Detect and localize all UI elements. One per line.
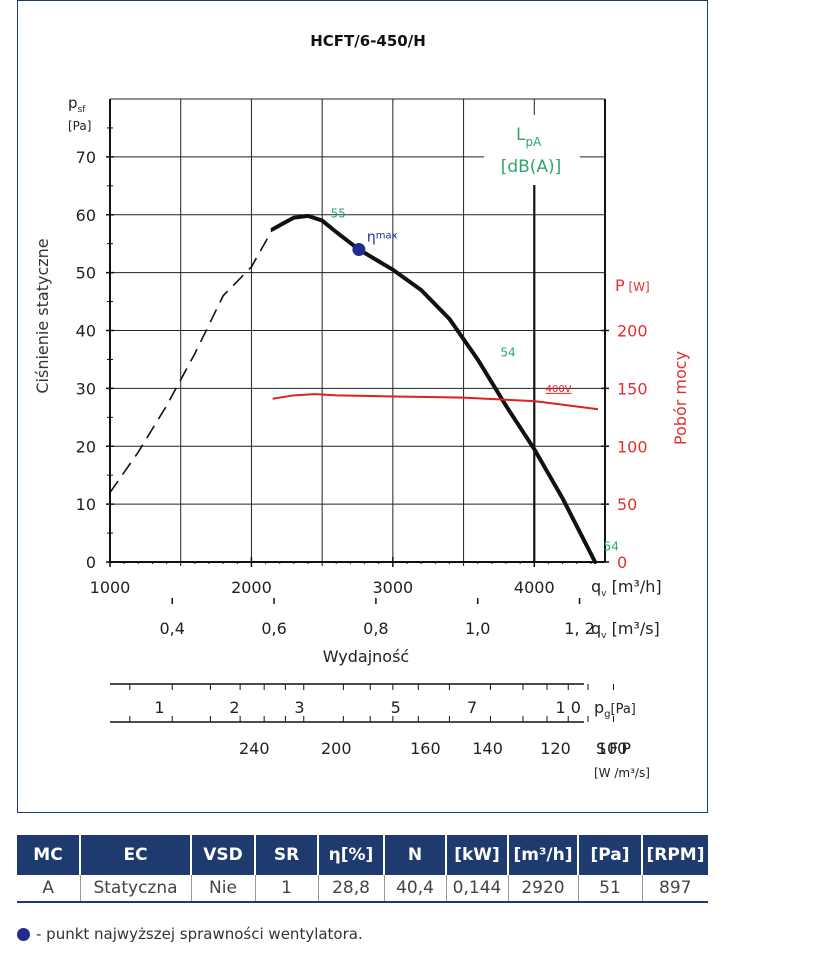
sfp-tick-label: 240 [239, 739, 270, 758]
sfp-label: SFP [596, 739, 634, 758]
max-efficiency-dot-icon [17, 927, 30, 941]
col-header-n: N [384, 835, 447, 875]
noise-level-label: 54 [604, 539, 619, 553]
max-efficiency-label: ηmax [367, 229, 398, 245]
pg-tick-label: 5 [391, 698, 401, 717]
table-header-row: MC EC VSD SR η[%] N [kW] [m³/h] [Pa] [RP… [17, 835, 708, 875]
cell-kw: 0,144 [446, 875, 509, 903]
sfp-tick-label: 100 [597, 739, 628, 758]
cell-ec: Statyczna [80, 875, 192, 903]
noise-level-label: 54 [500, 346, 515, 360]
x-axis-title: Wydajność [323, 647, 409, 666]
cell-eta: 28,8 [318, 875, 385, 903]
x-tick-label: 2000 [231, 578, 272, 597]
col-header-flow: [m³/h] [508, 835, 579, 875]
y2-tick-label: 0 [617, 553, 627, 572]
cell-n: 40,4 [384, 875, 447, 903]
ms-tick-label: 1,0 [465, 619, 490, 638]
legend-text: - punkt najwyższej sprawności wentylator… [36, 925, 363, 943]
col-header-mc: MC [17, 835, 81, 875]
cell-pa: 51 [578, 875, 643, 903]
lpa-box [484, 115, 580, 185]
col-header-kw: [kW] [446, 835, 509, 875]
y2-tick-label: 150 [617, 379, 648, 398]
pg-tick-label: 2 [229, 698, 239, 717]
cell-vsd: Nie [191, 875, 256, 903]
y-tick-label: 40 [76, 322, 96, 341]
sfp-tick-label: 140 [472, 739, 503, 758]
power-curve [272, 393, 599, 411]
max-efficiency-point [352, 242, 366, 256]
col-header-pa: [Pa] [578, 835, 643, 875]
y2-tick-label: 200 [617, 322, 648, 341]
chart-title: HCFT/6-450/H [310, 32, 426, 50]
y-tick-label: 50 [76, 264, 96, 283]
sfp-unit: [W /m³/s] [594, 766, 650, 780]
y2-unit-label: P [W] [615, 276, 650, 295]
ms-tick-label: 0,8 [363, 619, 388, 638]
x-tick-label: 1000 [90, 578, 131, 597]
y-tick-label: 30 [76, 379, 96, 398]
sfp-tick-label: 120 [540, 739, 571, 758]
col-header-eta: η[%] [318, 835, 385, 875]
y2-axis-title: Pobór mocy [671, 351, 690, 445]
pg-tick-label: 3 [294, 698, 304, 717]
table-row: A Statyczna Nie 1 28,8 40,4 0,144 2920 5… [17, 875, 708, 903]
col-header-vsd: VSD [191, 835, 256, 875]
power-curve-label: 400V [546, 384, 572, 395]
ms-tick-label: 0,4 [160, 619, 185, 638]
y-unit-bracket: [Pa] [68, 119, 91, 133]
y-axis-title: Ciśnienie statyczne [33, 238, 52, 393]
x-tick-label: 4000 [514, 578, 555, 597]
lpa-unit: [dB(A)] [501, 157, 562, 177]
lpa-label: LpA [516, 125, 542, 149]
fan-performance-chart: HCFT/6-450/H 0 10 20 30 40 50 60 70 0 50 100 150 200 1… [33, 32, 690, 780]
x-unit-label-h: qv [m³/h] [591, 577, 662, 599]
pressure-curve [270, 213, 598, 564]
cell-mc: A [17, 875, 81, 903]
ms-tick-label: 0,6 [261, 619, 286, 638]
col-header-sr: SR [255, 835, 319, 875]
pg-tick-label: 1 0 [556, 698, 581, 717]
y-unit-label: psf [68, 94, 86, 115]
col-header-ec: EC [80, 835, 192, 875]
sfp-tick-label: 200 [321, 739, 352, 758]
sfp-tick-label: 160 [410, 739, 441, 758]
x-tick-label: 3000 [372, 578, 413, 597]
y-tick-label: 60 [76, 206, 96, 225]
pressure-curve-unstable [109, 228, 274, 494]
y2-tick-label: 100 [617, 437, 648, 456]
fan-parameters-table: MC EC VSD SR η[%] N [kW] [m³/h] [Pa] [RP… [17, 835, 708, 903]
y-tick-label: 70 [76, 148, 96, 167]
y-tick-label: 20 [76, 437, 96, 456]
col-header-rpm: [RPM] [642, 835, 708, 875]
chart-frame [17, 0, 708, 813]
pg-unit-label: pg[Pa] [594, 698, 636, 720]
y2-tick-label: 50 [617, 495, 637, 514]
legend-note: - punkt najwyższej sprawności wentylator… [17, 925, 363, 943]
noise-level-label: 55 [331, 207, 346, 221]
pg-tick-label: 1 [154, 698, 164, 717]
pg-tick-label: 7 [467, 698, 477, 717]
ms-tick-label: 1, 2 [564, 619, 595, 638]
x-unit-label-s: qv [m³/s] [591, 619, 660, 641]
cell-flow: 2920 [508, 875, 579, 903]
cell-rpm: 897 [642, 875, 708, 903]
y-tick-label: 0 [86, 553, 96, 572]
cell-sr: 1 [255, 875, 319, 903]
y-tick-label: 10 [76, 495, 96, 514]
